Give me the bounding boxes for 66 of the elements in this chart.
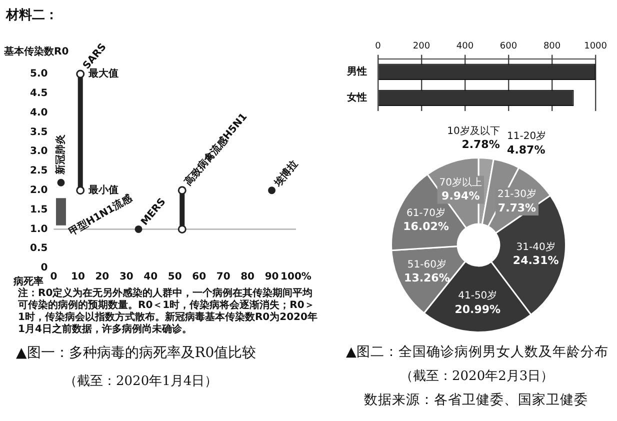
text: （截至：2020年2月3日） — [400, 368, 554, 385]
data-label: 20.99% — [454, 302, 501, 316]
y-tick-label: 2.5 — [30, 166, 48, 177]
x-tick-label: 90 — [264, 272, 279, 283]
x-tick-label: 0 — [50, 272, 58, 283]
slice-label: 51-60岁 — [407, 258, 446, 270]
slice-label: 11-20岁 — [507, 130, 546, 142]
data-label: 4.87% — [507, 143, 546, 156]
x-tick-label: 0 — [375, 42, 382, 52]
text: 新冠肺炎 — [54, 134, 67, 176]
text: ▲图一：多种病毒的病死率及R0值比较 — [16, 344, 256, 362]
slice-label: 31-40岁 — [516, 240, 556, 253]
data-label: 24.31% — [512, 254, 559, 268]
slice-label: 10岁及以下 — [447, 124, 500, 137]
text: （截至：2020年1月4日） — [64, 373, 218, 390]
annotation: 最大值 — [87, 68, 118, 80]
y-axis-title: 基本传染数R0 — [3, 46, 69, 58]
x-tick-label: 40 — [144, 272, 158, 283]
x-tick-label: 100% — [280, 272, 312, 283]
point — [76, 70, 85, 78]
point — [76, 186, 85, 195]
x-tick-label: 1000 — [584, 42, 608, 52]
point — [134, 225, 142, 233]
y-tick-label: 女性 — [346, 92, 367, 104]
point — [268, 186, 276, 194]
x-tick-label: 600 — [500, 42, 518, 52]
point — [57, 178, 65, 186]
text: 埃博拉 — [271, 158, 300, 190]
slice-label: 70岁以上 — [439, 176, 482, 188]
y-tick-label: 1.0 — [30, 224, 48, 235]
source-note: 数据来源：各省卫健委、国家卫健委 — [364, 391, 588, 409]
y-tick-label: 2.0 — [30, 184, 48, 196]
x-tick-label: 30 — [119, 272, 134, 283]
x-tick-label: 80 — [240, 272, 255, 283]
y-tick-label: 3.5 — [30, 126, 48, 138]
text: 注：R0定义为在无另外感染的人群中，一个病例在其传染期间平均可传染的病例的预期数量。R0＜1时，传染病将会逐渐消失；R0＞1时，传染病会以指数方式散布。新冠病毒基本传染数R0为2020年1月4日之前数据，许多病例尚未确诊。 — [18, 288, 318, 336]
x-tick-label: 200 — [412, 42, 430, 52]
data-label: 9.94% — [442, 190, 480, 203]
slice-label: 41-50岁 — [458, 290, 498, 302]
data-label: 2.78% — [462, 138, 500, 152]
x-tick-label: 400 — [456, 42, 474, 52]
y-tick-label: 5.0 — [30, 68, 48, 80]
y-tick-label: 4.5 — [30, 88, 48, 99]
x-tick-label: 800 — [543, 42, 561, 52]
x-tick-label: 70 — [216, 272, 230, 283]
point — [178, 186, 186, 195]
x-tick-label: 60 — [192, 272, 206, 283]
x-axis-title: 病死率 — [12, 276, 44, 288]
text: ▲图二：全国确诊病例男女人数及年龄分布 — [346, 343, 608, 361]
y-tick-label: 1.5 — [30, 204, 48, 216]
x-tick-label: 10 — [70, 272, 85, 283]
y-tick-label: 4.0 — [30, 107, 48, 118]
data-label: 16.02% — [403, 220, 449, 234]
slice-label: 21-30岁 — [497, 188, 537, 200]
x-tick-label: 50 — [168, 272, 182, 283]
data-label: 13.26% — [404, 272, 450, 285]
annotation: 最小值 — [87, 184, 118, 196]
data-label: 7.73% — [498, 201, 536, 214]
point — [178, 224, 186, 234]
y-tick-label: 3.0 — [30, 146, 48, 158]
x-tick-label: 20 — [95, 272, 110, 283]
text: 材料二： — [6, 7, 58, 24]
slice-label: 61-70岁 — [406, 206, 446, 219]
y-tick-label: 0 — [40, 262, 48, 274]
y-tick-label: 男性 — [346, 65, 367, 78]
y-tick-label: 0.5 — [30, 243, 48, 254]
